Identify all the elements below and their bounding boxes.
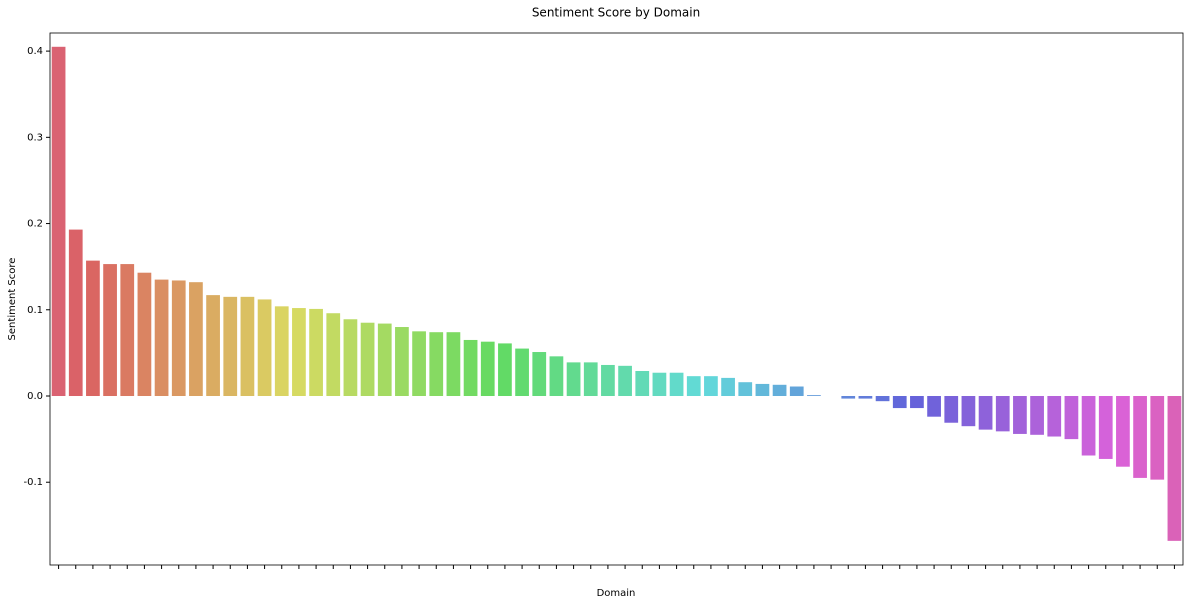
bar bbox=[618, 365, 632, 397]
bar bbox=[1013, 396, 1027, 434]
bar bbox=[86, 260, 100, 397]
bar bbox=[480, 341, 495, 397]
bar bbox=[1081, 396, 1096, 456]
bar bbox=[395, 327, 409, 397]
y-tick-label: 0.1 bbox=[27, 305, 43, 316]
bar bbox=[154, 279, 169, 397]
y-tick-label: -0.1 bbox=[23, 477, 43, 488]
bar bbox=[1064, 396, 1079, 440]
chart-title: Sentiment Score by Domain bbox=[532, 6, 700, 20]
bar bbox=[807, 395, 821, 397]
bar bbox=[721, 377, 735, 397]
bar bbox=[51, 46, 66, 397]
bar bbox=[875, 396, 890, 402]
bar bbox=[68, 229, 83, 397]
bar bbox=[549, 356, 564, 397]
bar bbox=[686, 376, 701, 397]
bar bbox=[1030, 396, 1044, 435]
bar bbox=[223, 296, 238, 397]
bar bbox=[961, 396, 976, 427]
bar bbox=[257, 299, 272, 397]
bar bbox=[498, 343, 512, 397]
y-tick-label: 0.0 bbox=[27, 391, 43, 402]
bar bbox=[892, 396, 907, 409]
bar bbox=[274, 306, 289, 397]
bar bbox=[343, 319, 358, 397]
bar bbox=[1098, 396, 1113, 459]
bar bbox=[652, 372, 667, 397]
bar bbox=[309, 308, 323, 397]
y-tick-label: 0.3 bbox=[27, 132, 43, 143]
bar bbox=[858, 396, 873, 399]
bar bbox=[910, 396, 924, 409]
bar bbox=[704, 376, 718, 397]
bar bbox=[841, 396, 856, 399]
bar bbox=[944, 396, 959, 423]
bar bbox=[995, 396, 1010, 432]
y-axis-label: Sentiment Score bbox=[7, 258, 18, 341]
bar bbox=[515, 348, 529, 397]
bar bbox=[927, 396, 941, 417]
bar bbox=[532, 352, 547, 397]
bar bbox=[446, 332, 461, 397]
bar bbox=[669, 372, 684, 397]
bar bbox=[412, 331, 426, 397]
bar bbox=[1150, 396, 1165, 480]
bar bbox=[292, 308, 306, 397]
bar bbox=[583, 362, 598, 397]
bar bbox=[120, 264, 135, 397]
bar bbox=[206, 295, 220, 397]
x-axis-label: Domain bbox=[597, 588, 636, 599]
y-tick-label: 0.2 bbox=[27, 219, 43, 230]
bar bbox=[566, 362, 581, 397]
bar bbox=[171, 280, 186, 397]
y-tick-label: 0.4 bbox=[27, 46, 43, 57]
bar bbox=[377, 323, 392, 397]
plot-frame bbox=[49, 32, 1184, 566]
bar bbox=[1167, 396, 1182, 541]
bar bbox=[1133, 396, 1147, 478]
bar bbox=[103, 264, 117, 397]
bar bbox=[326, 313, 341, 397]
bar bbox=[635, 370, 650, 397]
bar bbox=[1047, 396, 1062, 437]
bar bbox=[772, 384, 787, 397]
bar bbox=[189, 282, 203, 397]
bar bbox=[137, 272, 152, 397]
bar bbox=[429, 332, 444, 397]
bar bbox=[360, 322, 375, 397]
bar bbox=[601, 364, 615, 397]
bar bbox=[755, 383, 770, 397]
bar bbox=[463, 339, 478, 397]
bar bbox=[1116, 396, 1130, 467]
bar bbox=[738, 382, 753, 397]
bar bbox=[789, 386, 804, 397]
bar bbox=[240, 296, 255, 397]
bar bbox=[978, 396, 993, 430]
